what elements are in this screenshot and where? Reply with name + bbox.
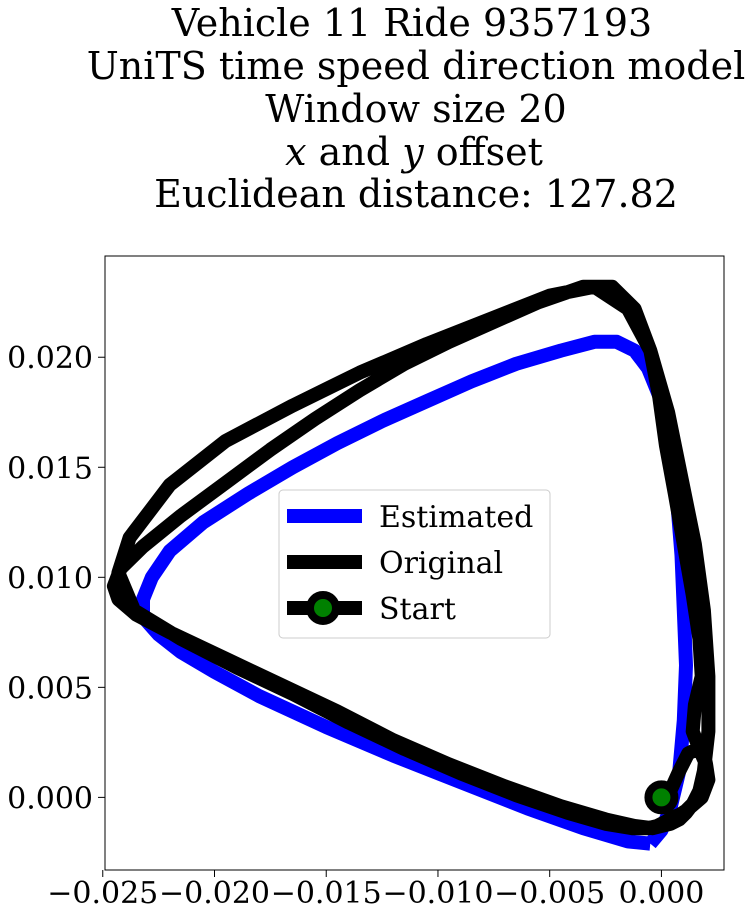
axis-ticks: −0.025 −0.020 −0.015 −0.010 −0.005 0.000 0.000… [7, 341, 704, 911]
x-tick-label: −0.015 [271, 876, 382, 911]
y-tick-label: 0.015 [7, 451, 93, 486]
y-tick-label: 0.000 [7, 781, 93, 816]
title-line-1: Vehicle 11 Ride 9357193 [171, 1, 652, 45]
series-line-original [106, 279, 716, 836]
x-tick-label: 0.000 [618, 876, 704, 911]
title-offset: offset [424, 130, 543, 174]
plot-area [106, 279, 716, 851]
legend-label-estimated: Estimated [379, 500, 533, 535]
y-tick-label: 0.020 [7, 341, 93, 376]
start-marker [644, 780, 679, 815]
y-tick-label: 0.010 [7, 561, 93, 596]
title-y-var: y [400, 130, 424, 174]
legend-label-start: Start [379, 592, 456, 627]
x-tick-label: −0.020 [159, 876, 270, 911]
x-tick-label: −0.005 [494, 876, 605, 911]
title-line-5: Euclidean distance: 127.82 [154, 172, 678, 216]
title-line-3: Window size 20 [265, 87, 566, 131]
x-tick-label: −0.025 [47, 876, 158, 911]
x-tick-label: −0.010 [382, 876, 493, 911]
title-x-var: x [285, 130, 306, 174]
chart-title: Vehicle 11 Ride 9357193 UniTS time speed… [87, 1, 746, 216]
y-tick-label: 0.005 [7, 671, 93, 706]
title-line-4: x and y offset [285, 130, 543, 174]
legend-label-original: Original [379, 546, 503, 581]
series-line-estimated [136, 334, 693, 851]
title-and: and [307, 130, 403, 174]
title-line-2: UniTS time speed direction model [87, 44, 746, 88]
legend: Estimated Original Start [278, 489, 551, 639]
axes-frame [104, 255, 725, 871]
legend-swatch-start-marker [306, 591, 340, 625]
